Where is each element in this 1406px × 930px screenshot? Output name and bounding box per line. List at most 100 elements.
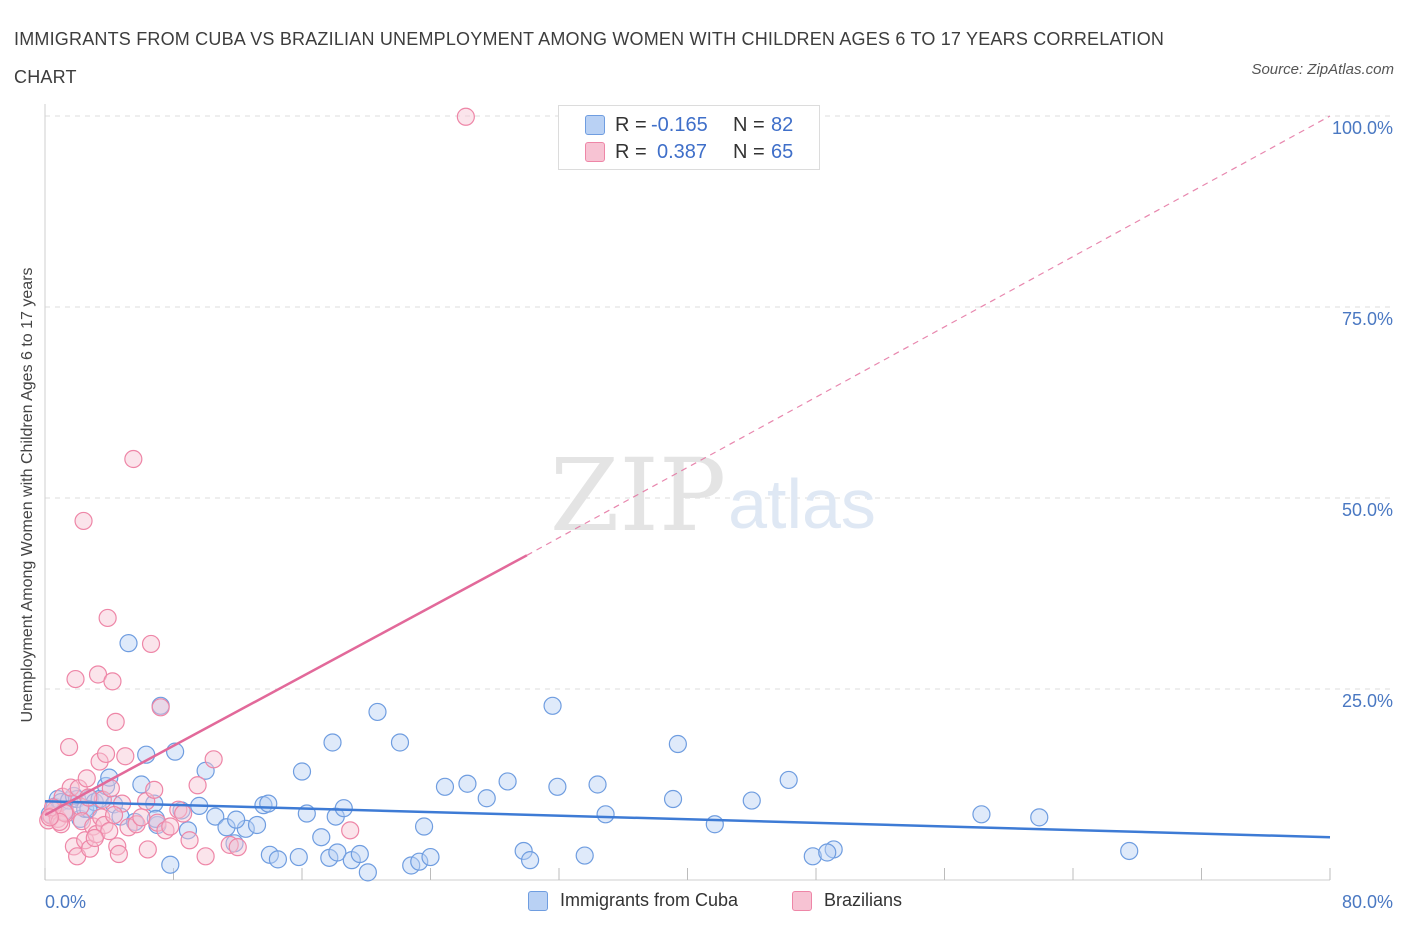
cuba-point — [292, 762, 312, 781]
legend-r-label: R = — [615, 140, 647, 163]
cuba-point — [663, 789, 683, 809]
series-brazil — [39, 107, 475, 866]
brazil-point — [141, 634, 161, 654]
cuba-point — [289, 847, 308, 867]
legend-swatch-brazil — [585, 142, 605, 162]
brazil-point — [341, 821, 360, 840]
brazil-point — [72, 812, 92, 831]
brazil-point — [228, 838, 247, 857]
brazil-point — [138, 840, 157, 859]
cuba-point — [390, 733, 410, 752]
cuba-point — [498, 772, 517, 791]
cuba-point — [435, 777, 455, 796]
legend-n-label: N = — [733, 113, 765, 136]
brazil-point — [50, 812, 69, 832]
cuba-point — [323, 733, 342, 752]
cuba-point — [421, 847, 440, 867]
cuba-point — [803, 847, 822, 866]
brazil-point — [40, 808, 59, 827]
cuba-point — [575, 846, 594, 865]
cuba-point — [742, 791, 761, 810]
x-tick-label: 0.0% — [45, 892, 86, 912]
brazil-point — [180, 831, 199, 850]
axes — [44, 104, 1331, 881]
watermark: ZIP atlas — [550, 437, 876, 554]
cuba-point — [259, 794, 278, 813]
cuba-point — [358, 863, 377, 882]
cuba-point — [227, 810, 246, 829]
cuba-point — [596, 805, 615, 824]
brazil-point — [66, 669, 85, 689]
cuba-point — [236, 819, 255, 838]
brazil-point — [188, 776, 207, 795]
watermark-atlas: atlas — [728, 465, 876, 543]
legend-label-cuba: Immigrants from Cuba — [560, 890, 739, 910]
tick-labels: 25.0% 50.0% 75.0% 100.0% 0.0% 80.0% — [45, 118, 1393, 912]
legend-n-value: 82 — [771, 113, 794, 136]
legend-r-value: -0.165 — [651, 113, 708, 136]
source-label: Source: ZipAtlas.com — [1251, 61, 1394, 78]
legend-r-label: R = — [615, 113, 647, 136]
legend-swatch-cuba — [528, 891, 548, 911]
legend-n-label: N = — [733, 140, 765, 163]
cuba-point — [350, 844, 369, 864]
legend-n-value: 65 — [771, 140, 794, 163]
trend-line-brazil-extended — [526, 115, 1331, 556]
cuba-point — [668, 734, 687, 754]
cuba-point — [705, 815, 724, 834]
trend-line-brazil — [44, 554, 528, 817]
chart-title: IMMIGRANTS FROM CUBA VS BRAZILIAN UNEMPL… — [14, 29, 1165, 87]
cuba-point — [414, 817, 434, 836]
cuba-point — [779, 770, 798, 790]
brazil-point — [96, 744, 116, 764]
brazil-point — [77, 769, 96, 788]
y-tick-label: 25.0% — [1342, 691, 1393, 711]
cuba-point — [1030, 808, 1049, 827]
cuba-point — [548, 777, 567, 796]
cuba-point — [520, 851, 540, 870]
cuba-point — [217, 818, 236, 837]
y-tick-label: 100.0% — [1332, 118, 1393, 138]
legend-swatch-brazil — [792, 891, 812, 911]
legend-swatch-cuba — [585, 115, 605, 135]
cuba-point — [818, 843, 837, 862]
cuba-point — [514, 841, 533, 861]
brazil-point — [109, 844, 128, 864]
brazil-point — [103, 672, 122, 691]
cuba-point — [588, 775, 607, 794]
cuba-point — [1120, 841, 1139, 861]
watermark-zip: ZIP — [550, 437, 726, 554]
brazil-point — [132, 808, 151, 827]
brazil-point — [85, 828, 104, 848]
brazil-point — [64, 837, 84, 856]
cuba-point — [368, 702, 387, 722]
x-tick-label: 80.0% — [1342, 892, 1393, 912]
legend-r-value: 0.387 — [657, 140, 708, 163]
cuba-point — [543, 696, 562, 715]
y-tick-label: 50.0% — [1342, 500, 1393, 520]
brazil-point — [124, 449, 143, 469]
trend-lines — [44, 115, 1331, 839]
cuba-point — [247, 815, 267, 835]
cuba-point — [312, 828, 331, 847]
brazil-point — [108, 837, 127, 856]
brazil-point — [74, 511, 93, 531]
brazil-point — [196, 847, 215, 866]
cuba-point — [972, 805, 991, 824]
brazil-point — [151, 698, 170, 717]
brazil-point — [174, 804, 193, 823]
brazil-point — [116, 747, 135, 766]
brazil-point — [106, 712, 125, 731]
grid-lines — [45, 115, 1395, 690]
brazil-point — [95, 815, 114, 835]
brazil-point — [204, 750, 223, 769]
cuba-point — [206, 807, 225, 826]
cuba-point — [477, 789, 496, 808]
brazil-point — [145, 780, 164, 799]
cuba-point — [334, 799, 353, 818]
cuba-point — [328, 843, 347, 862]
cuba-point — [119, 634, 138, 653]
brazil-point — [104, 805, 124, 825]
correlation-legend: R = -0.165 N = 82 R = 0.387 N = 65 — [558, 105, 820, 170]
